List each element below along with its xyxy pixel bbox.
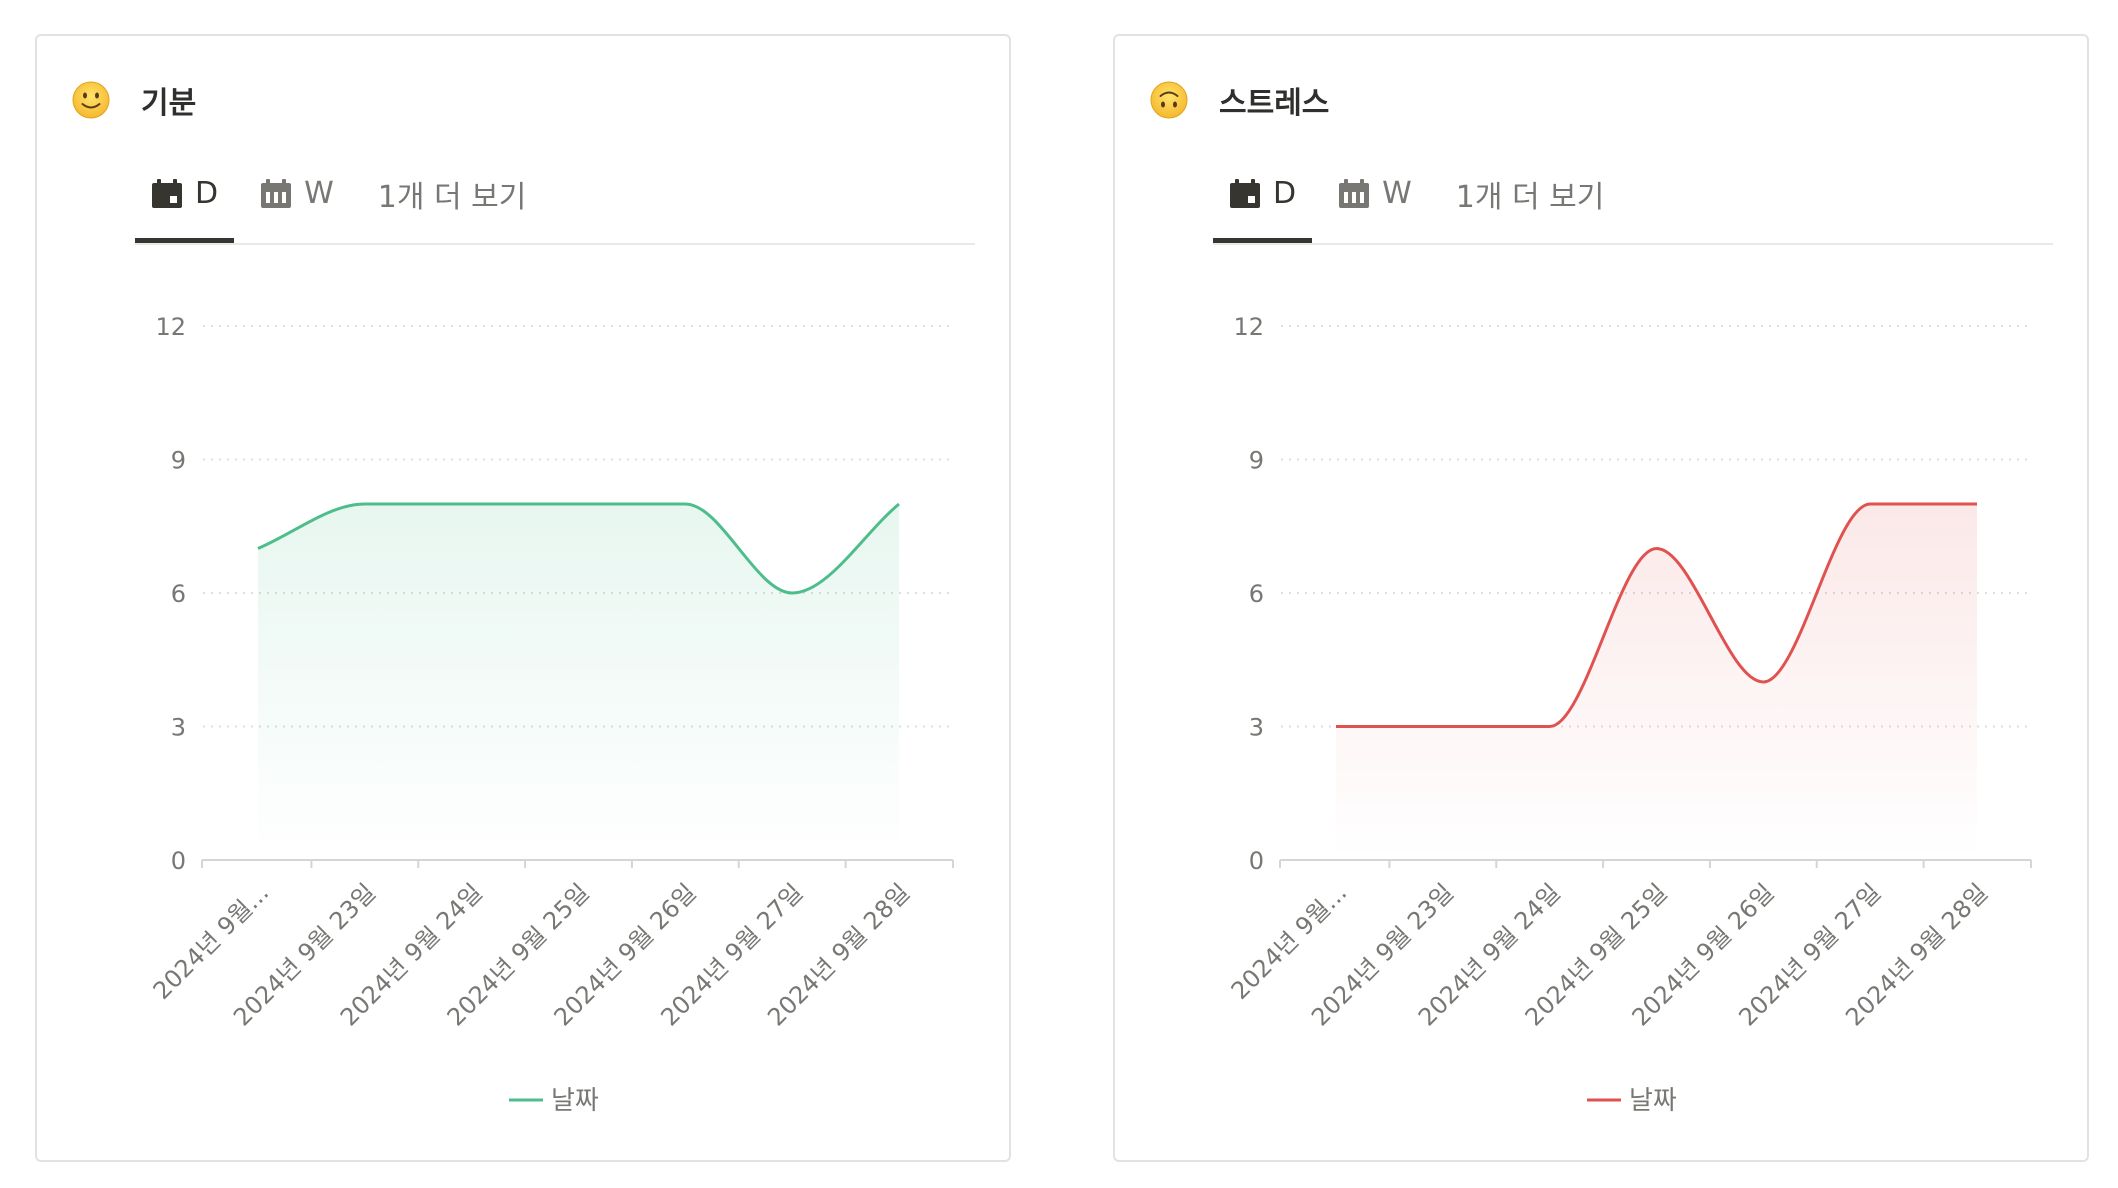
show-more-tab[interactable]: 1개 더 보기 [377,179,527,215]
tab-day[interactable]: D [1213,144,1313,243]
tab-week-label: W [304,176,334,211]
card-title: 기분 [141,86,197,121]
calendar-week-icon [1339,178,1370,208]
calendar-day-icon [1230,178,1260,208]
data-point [576,501,582,507]
data-point [1867,501,1873,507]
stress-card: 스트레스 D W 1개 더 보기 0 3 6 9 12 2024년 9월... 2 [1113,34,2089,1162]
y-tick-label: 3 [1249,714,1264,742]
y-tick-label: 6 [171,580,186,608]
series-area [258,504,899,860]
y-tick-label: 12 [1233,313,1264,341]
tab-week[interactable]: W [244,144,350,243]
y-tick-label: 6 [1249,580,1264,608]
data-point [1654,546,1660,552]
data-point [362,501,368,507]
data-point [469,501,475,507]
tab-day-label: D [1273,176,1297,211]
series-area [1336,504,1977,860]
card-header: 스트레스 [1149,78,1329,122]
card-header: 기분 [71,78,196,122]
tab-week-label: W [1382,176,1412,211]
data-point [789,590,795,596]
mood-card: 기분 D W 1개 더 보기 0 3 6 9 12 2024년 9월... 202 [35,34,1011,1162]
data-point [896,501,902,507]
legend-label: 날짜 [1629,1086,1677,1116]
slightly-smiling-face-icon [72,81,110,119]
tab-day-label: D [195,176,219,211]
card-title: 스트레스 [1219,86,1330,121]
show-more-tab[interactable]: 1개 더 보기 [1455,179,1605,215]
calendar-day-icon [152,178,182,208]
data-point [1760,679,1766,685]
tab-week[interactable]: W [1322,144,1428,243]
data-point [255,546,261,552]
y-tick-label: 3 [171,714,186,742]
upside-down-face-icon [1150,81,1188,119]
legend-label: 날짜 [551,1086,599,1116]
view-tabs: D W 1개 더 보기 [1213,144,2053,245]
y-tick-label: 9 [1249,447,1264,475]
y-tick-label: 0 [171,847,186,875]
y-tick-label: 9 [171,447,186,475]
tab-day[interactable]: D [135,144,235,243]
series-line [257,502,900,595]
data-point [1547,724,1553,730]
data-point [1974,501,1980,507]
data-point [1440,724,1446,730]
series-line [1336,502,1977,728]
data-point [682,501,688,507]
data-point [1333,724,1339,730]
y-tick-label: 12 [155,313,186,341]
y-tick-label: 0 [1249,847,1264,875]
view-tabs: D W 1개 더 보기 [135,144,975,245]
calendar-week-icon [261,178,292,208]
